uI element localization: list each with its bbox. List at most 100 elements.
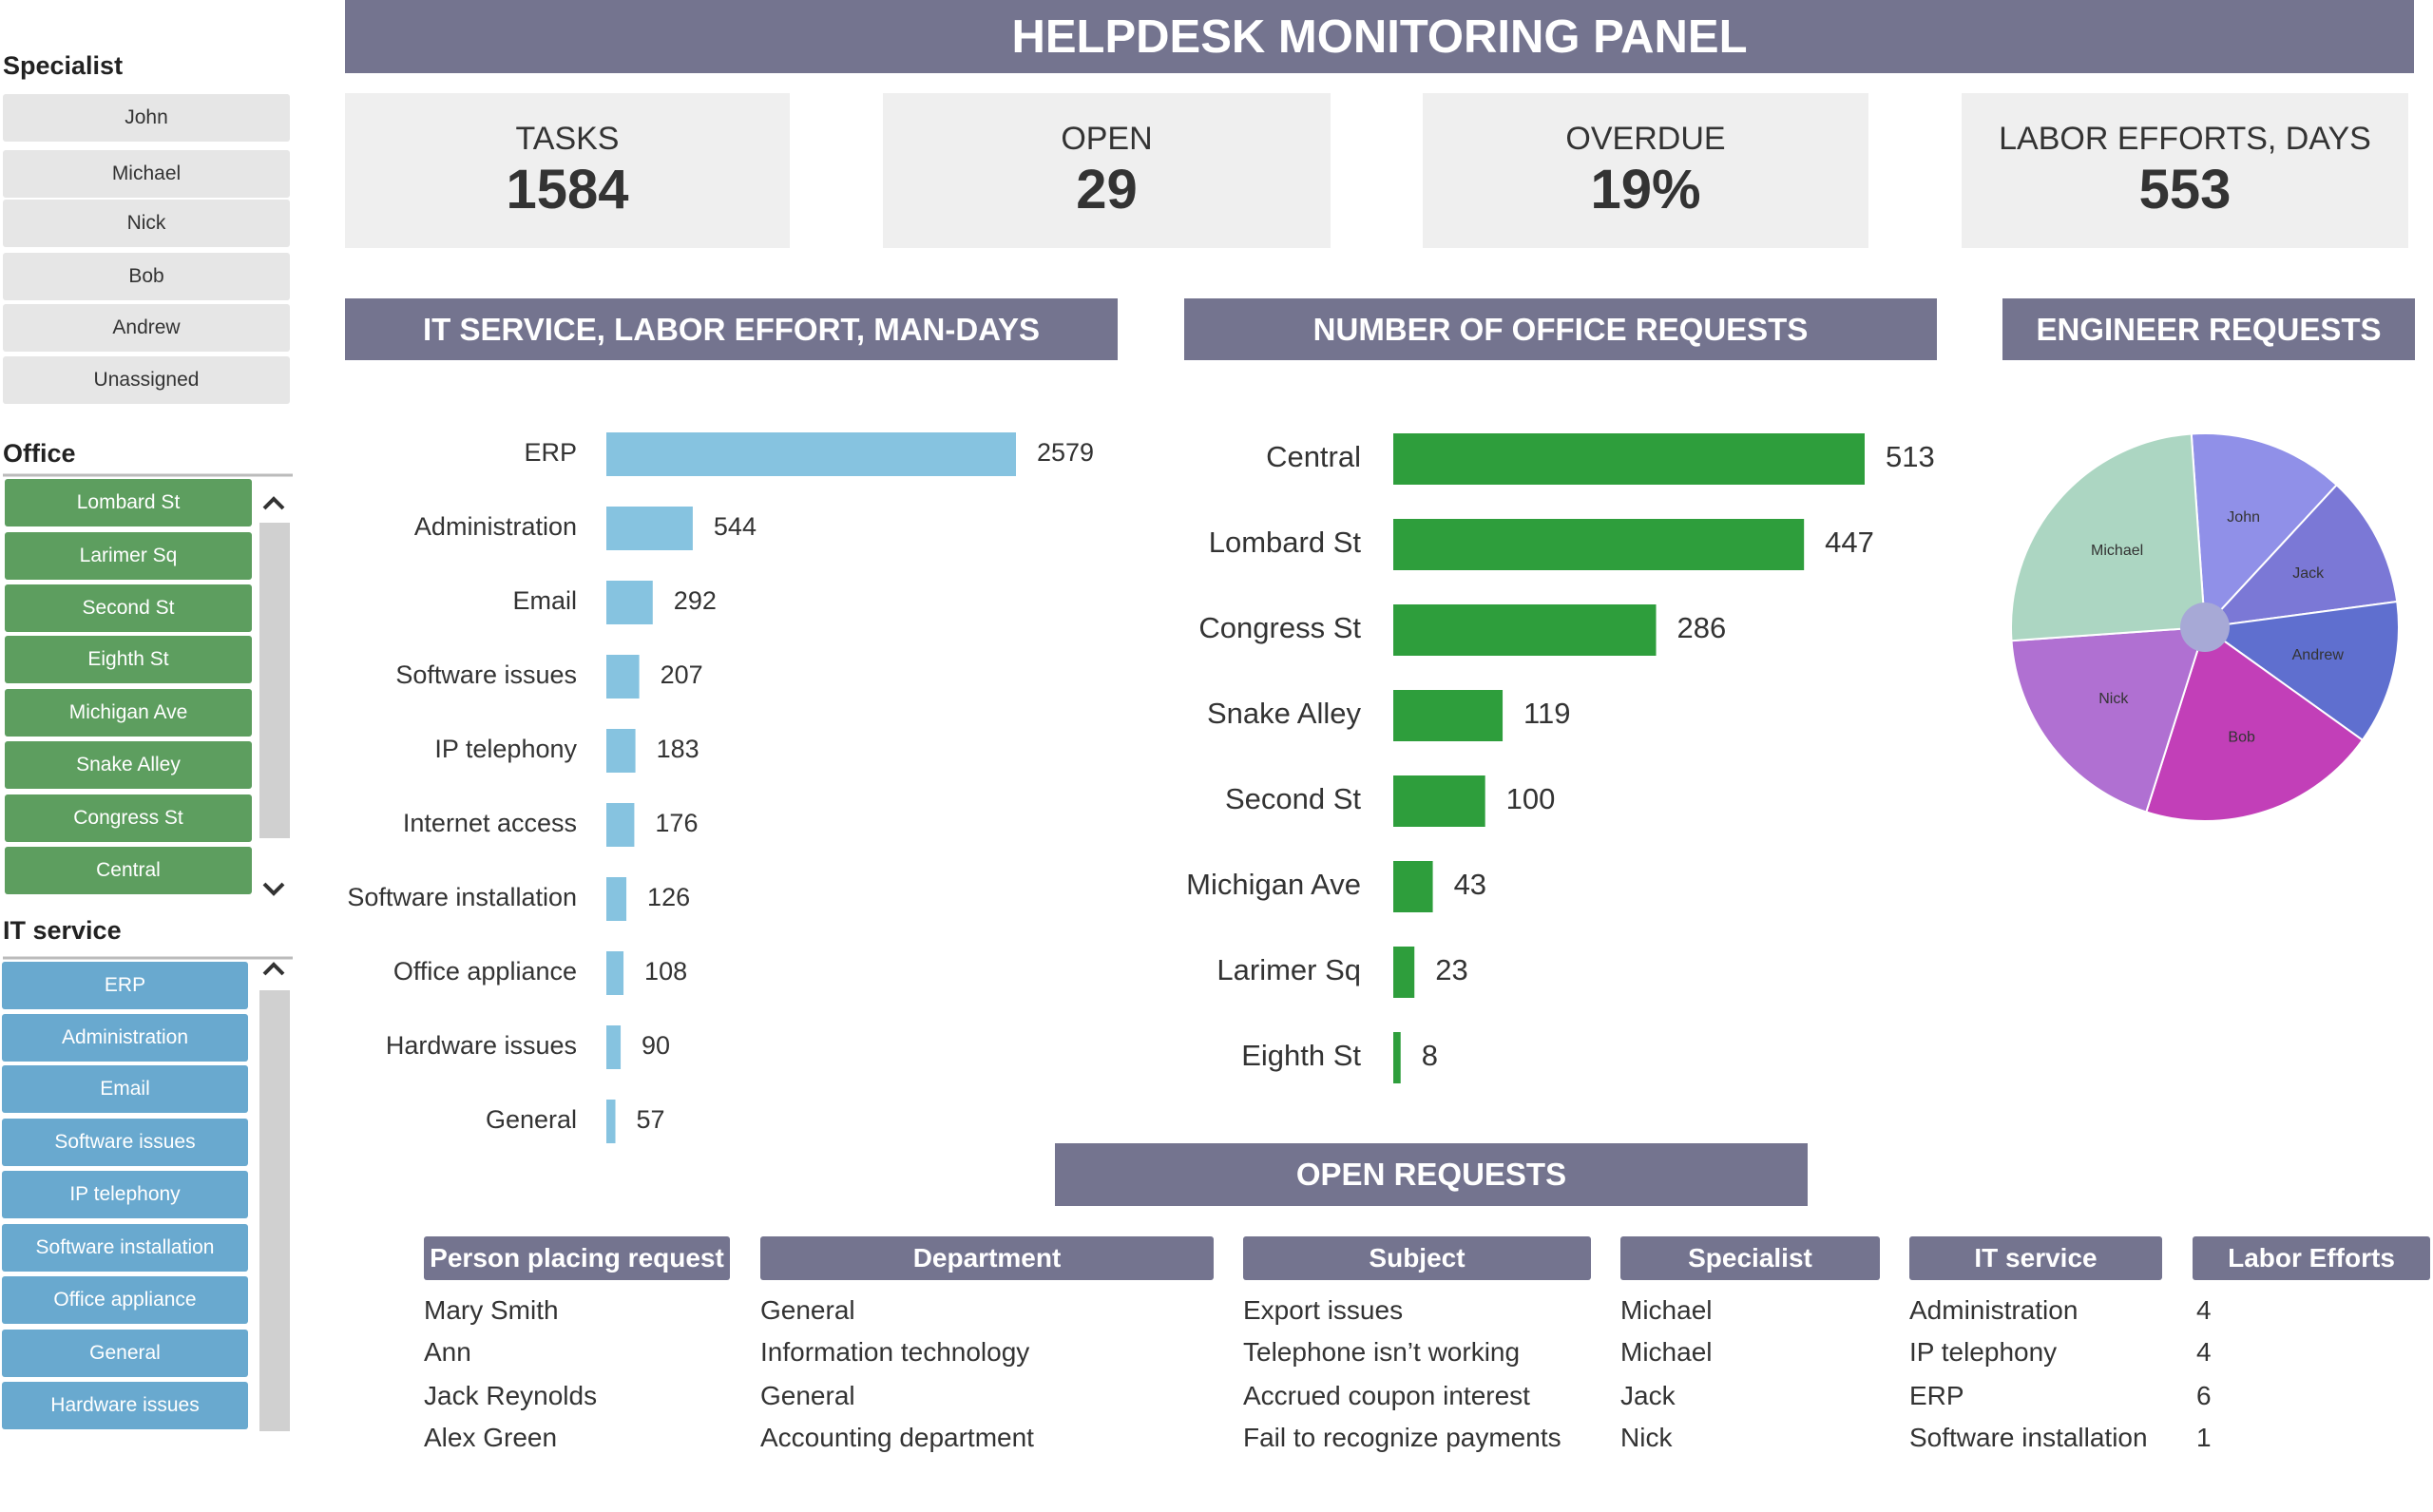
scroll-up[interactable] [262, 962, 285, 976]
pie-slice [2010, 625, 2207, 813]
table-cell: General [760, 1295, 855, 1325]
kpi-card: OVERDUE 19% [1423, 93, 1868, 248]
value-label: 2579 [1037, 438, 1094, 467]
bar-label: Central [1266, 440, 1361, 473]
office-button[interactable]: Michigan Ave [5, 689, 252, 737]
bar [1393, 775, 1485, 827]
table-cell: Accrued coupon interest [1243, 1381, 1530, 1410]
value-label: 183 [657, 735, 699, 763]
it-service-button[interactable]: Software installation [2, 1224, 248, 1272]
bar-label: Software installation [347, 883, 577, 911]
bar-label: Email [512, 586, 577, 615]
office-button[interactable]: Larimer Sq [5, 532, 252, 580]
table-cell: Information technology [760, 1337, 1030, 1367]
kpi-label: TASKS [515, 120, 620, 157]
value-label: 90 [642, 1031, 670, 1060]
table-cell: Nick [1620, 1423, 1673, 1452]
scroll-up[interactable] [262, 496, 285, 510]
column-header: Subject [1243, 1236, 1591, 1280]
pie-hole [2180, 603, 2230, 652]
bar-label: General [486, 1105, 577, 1134]
bar [1393, 947, 1415, 998]
it-service-button[interactable]: Email [2, 1065, 248, 1113]
bar-label: Internet access [403, 809, 577, 837]
it-service-button[interactable]: Administration [2, 1014, 248, 1062]
table-cell: Mary Smith [424, 1295, 559, 1325]
kpi-card: LABOR EFFORTS, DAYS 553 [1962, 93, 2408, 248]
it-service-button[interactable]: Office appliance [2, 1276, 248, 1324]
value-label: 119 [1523, 697, 1570, 730]
value-label: 176 [655, 809, 698, 837]
table-cell: Michael [1620, 1337, 1713, 1367]
bar-label: ERP [524, 438, 577, 467]
scrollbar[interactable] [259, 523, 290, 838]
value-label: 286 [1677, 611, 1727, 644]
table-cell: IP telephony [1909, 1337, 2058, 1367]
specialist-button[interactable]: Michael [3, 150, 290, 198]
chart-title: IT SERVICE, LABOR EFFORT, MAN-DAYS [345, 298, 1118, 360]
slice-label: Andrew [2292, 647, 2345, 663]
bar [606, 951, 624, 995]
kpi-card: OPEN 29 [883, 93, 1331, 248]
table-cell: Software installation [1909, 1423, 2148, 1452]
specialist-button[interactable]: Nick [3, 200, 290, 247]
bar-label: Snake Alley [1207, 697, 1361, 730]
bar [1393, 690, 1504, 741]
kpi-value: 553 [2138, 158, 2232, 220]
it-service-button[interactable]: General [2, 1330, 248, 1377]
kpi-label: LABOR EFFORTS, DAYS [1999, 120, 2371, 157]
office-button[interactable]: Central [5, 847, 252, 894]
bar [606, 729, 636, 773]
specialist-button[interactable]: Unassigned [3, 356, 290, 404]
bar-label: Hardware issues [386, 1031, 577, 1060]
bar [606, 432, 1016, 476]
table-cell: Administration [1909, 1295, 2079, 1325]
office-button[interactable]: Congress St [5, 794, 252, 842]
chart-title: NUMBER OF OFFICE REQUESTS [1184, 298, 1937, 360]
office-button[interactable]: Eighth St [5, 636, 252, 683]
bar-label: Larimer Sq [1216, 953, 1361, 986]
scrollbar[interactable] [259, 990, 290, 1431]
specialist-button[interactable]: John [3, 94, 290, 142]
office-button[interactable]: Second St [5, 584, 252, 632]
bar [606, 803, 635, 847]
office-button[interactable]: Snake Alley [5, 741, 252, 789]
it-service-button[interactable]: Hardware issues [2, 1382, 248, 1429]
column-header: Labor Efforts [2193, 1236, 2430, 1280]
slice-label: Michael [2091, 543, 2143, 559]
table-cell: 6 [2196, 1381, 2212, 1410]
table-cell: ERP [1909, 1381, 1964, 1410]
it-service-button[interactable]: IP telephony [2, 1171, 248, 1218]
column-header: Specialist [1620, 1236, 1880, 1280]
specialist-button[interactable]: Andrew [3, 304, 290, 352]
bar-label: Second St [1225, 782, 1361, 815]
bar-label: Software issues [395, 660, 577, 689]
bar [606, 1025, 622, 1069]
value-label: 57 [637, 1105, 665, 1134]
slice-label: Nick [2098, 691, 2129, 707]
office-button[interactable]: Lombard St [5, 479, 252, 526]
table-cell: General [760, 1381, 855, 1410]
bar [1393, 861, 1433, 912]
specialist-button[interactable]: Bob [3, 253, 290, 300]
column-header: Department [760, 1236, 1214, 1280]
bar [1393, 604, 1657, 656]
bar-label: Congress St [1198, 611, 1361, 644]
table-cell: 1 [2196, 1423, 2212, 1452]
value-label: 23 [1435, 953, 1467, 986]
table-cell: Accounting department [760, 1423, 1034, 1452]
value-label: 292 [674, 586, 717, 615]
kpi-label: OPEN [1061, 120, 1153, 157]
value-label: 447 [1825, 526, 1874, 559]
table-title: OPEN REQUESTS [1055, 1143, 1808, 1206]
it-service-button[interactable]: Software issues [2, 1119, 248, 1166]
pie-slice [2190, 432, 2339, 630]
kpi-card: TASKS 1584 [345, 93, 790, 248]
value-label: 513 [1886, 440, 1935, 473]
it-service-button[interactable]: ERP [2, 962, 248, 1009]
scroll-down[interactable] [262, 882, 285, 896]
kpi-label: OVERDUE [1565, 120, 1726, 157]
kpi-value: 29 [1076, 158, 1138, 220]
